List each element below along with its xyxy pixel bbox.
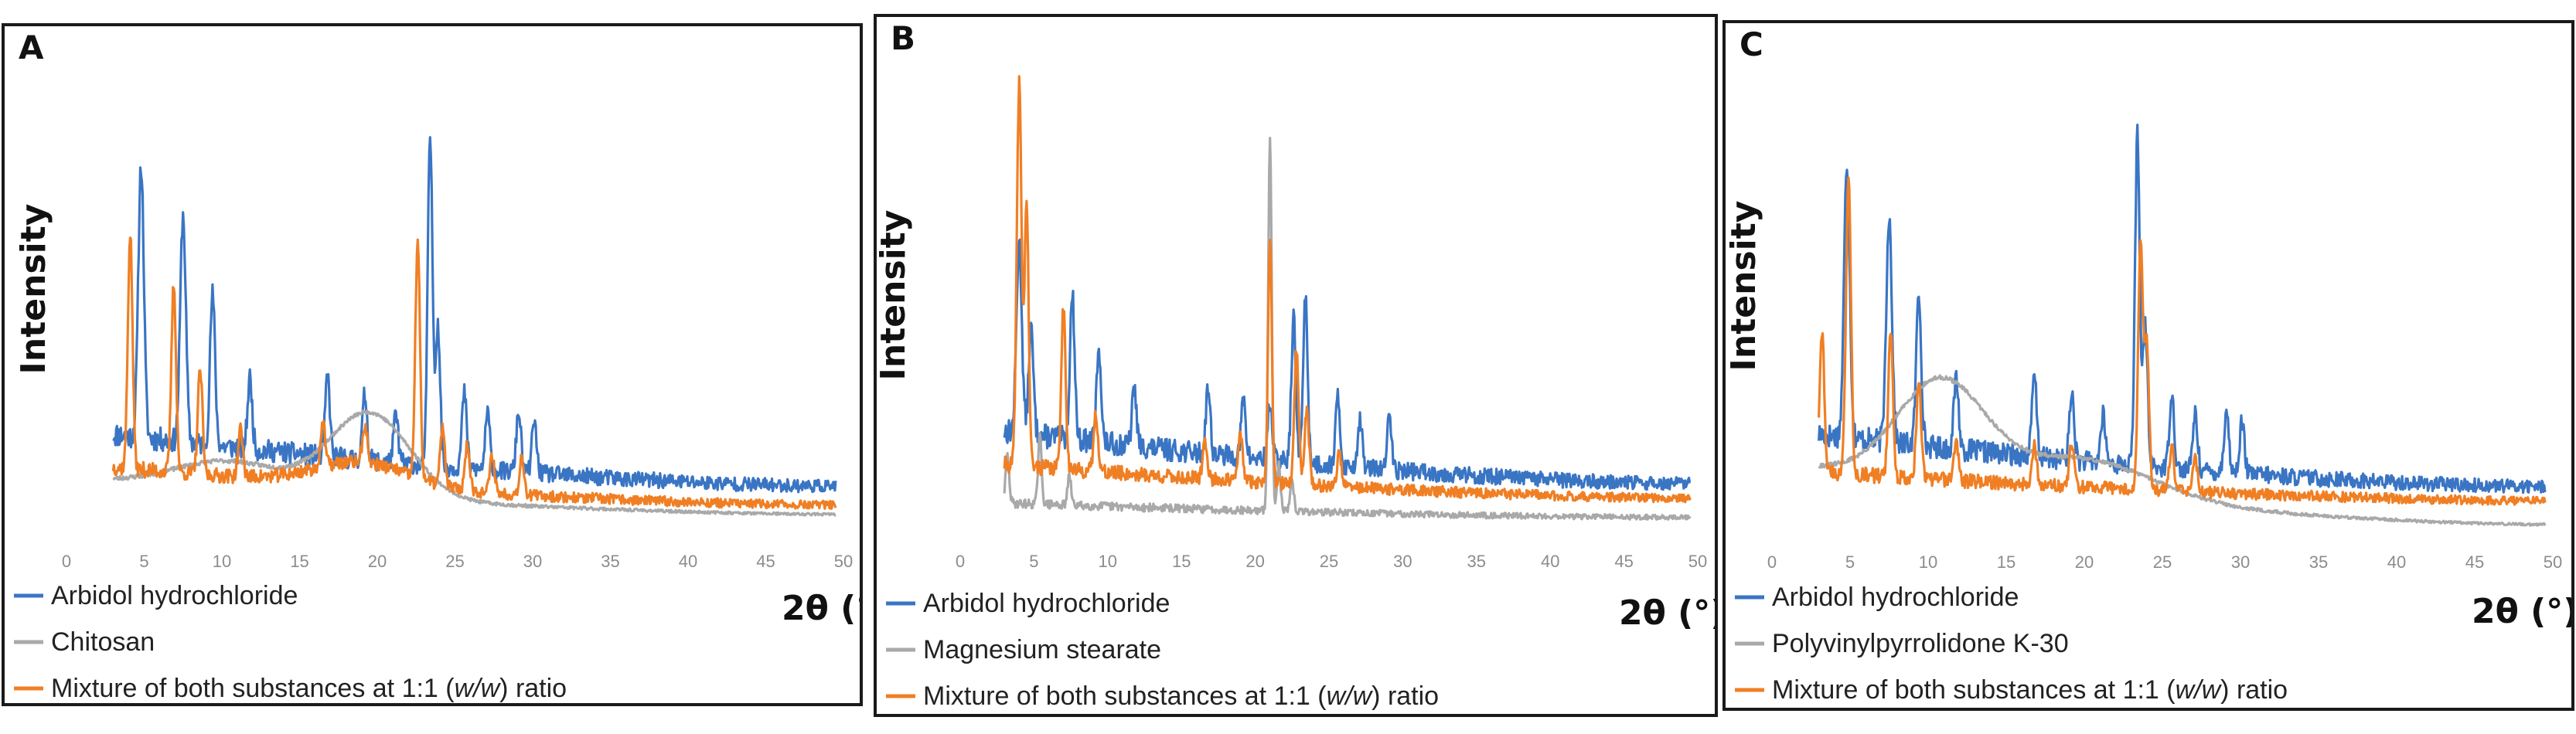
- series-line-1: [1818, 124, 2547, 494]
- x-tick-label: 35: [1467, 552, 1486, 571]
- panel-b: B Intensity 0 5 10 15 20 25 30 35 40 45 50 2θ (°) Arbi…: [874, 14, 1718, 717]
- chart-a: A Intensity 0 5 10 15 20 25 30 35 40 45 50 2θ (°) Arbi…: [14, 29, 860, 703]
- legend-label: Mixture of both substances at 1:1 (w/w) …: [1772, 675, 2288, 705]
- x-tick-label: 50: [834, 552, 853, 571]
- x-tick-label: 5: [139, 552, 148, 571]
- legend-label: Arbidol hydrochloride: [923, 589, 1170, 618]
- legend-label: Polyvinylpyrrolidone K-30: [1772, 629, 2069, 658]
- x-axis-label: 2θ (°): [782, 589, 860, 628]
- x-tick-label: 25: [445, 552, 464, 571]
- panel-letter: A: [19, 29, 44, 66]
- x-tick-label: 20: [368, 552, 387, 571]
- chart-b: B Intensity 0 5 10 15 20 25 30 35 40 45 50 2θ (°) Arbi…: [877, 19, 1715, 711]
- series-line-3: [111, 236, 837, 510]
- series-line-1: [112, 136, 837, 494]
- x-tick-label: 15: [1997, 552, 2015, 572]
- x-axis-label: 2θ (°): [2472, 592, 2571, 631]
- chart-c: C Intensity 0 5 10 15 20 25 30 35 40 45 50 2θ (°) Arbi…: [1726, 25, 2571, 705]
- x-tick-label: 40: [2387, 552, 2406, 572]
- x-tick-label: 10: [213, 552, 231, 571]
- legend-label: Arbidol hydrochloride: [51, 581, 298, 610]
- x-tick-label: 20: [2075, 552, 2094, 572]
- series-line-1: [1003, 238, 1692, 491]
- legend-label: Chitosan: [51, 627, 155, 657]
- x-tick-label: 15: [290, 552, 308, 571]
- x-axis-label: 2θ (°): [1619, 593, 1715, 633]
- series-line-2: [1003, 137, 1692, 521]
- x-tick-label: 40: [679, 552, 697, 571]
- x-tick-label: 0: [1767, 552, 1777, 572]
- x-tick-label: 15: [1172, 552, 1191, 571]
- x-tick-label: 5: [1029, 552, 1038, 571]
- series-line-2: [112, 409, 837, 517]
- x-tick-label: 40: [1541, 552, 1559, 571]
- legend-label: Mixture of both substances at 1:1 (w/w) …: [51, 674, 567, 703]
- legend-label: Arbidol hydrochloride: [1772, 583, 2019, 612]
- legend-label: Magnesium stearate: [923, 635, 1161, 664]
- panel-letter: C: [1739, 25, 1763, 63]
- x-tick-label: 0: [62, 552, 71, 571]
- x-tick-label: 20: [1245, 552, 1264, 571]
- x-tick-label: 45: [2465, 552, 2484, 572]
- panel-c: C Intensity 0 5 10 15 20 25 30 35 40 45 50 2θ (°) Arbi…: [1722, 20, 2574, 711]
- x-tick-label: 0: [956, 552, 965, 571]
- x-tick-label: 35: [2309, 552, 2328, 572]
- x-tick-label: 30: [2231, 552, 2250, 572]
- y-axis-label: Intensity: [14, 204, 53, 375]
- x-tick-label: 25: [1320, 552, 1338, 571]
- legend-label: Mixture of both substances at 1:1 (w/w) …: [923, 681, 1439, 711]
- panel-letter: B: [891, 19, 915, 57]
- x-tick-label: 50: [2544, 552, 2562, 572]
- y-axis-label: Intensity: [1726, 201, 1763, 372]
- panel-a: A Intensity 0 5 10 15 20 25 30 35 40 45 50 2θ (°) Arbi…: [2, 23, 863, 706]
- x-tick-label: 5: [1845, 552, 1855, 572]
- x-tick-label: 45: [756, 552, 775, 571]
- series-line-3: [1003, 75, 1692, 504]
- series-line-3: [1818, 176, 2547, 506]
- x-tick-label: 45: [1614, 552, 1633, 571]
- x-tick-label: 50: [1688, 552, 1707, 571]
- x-tick-label: 10: [1099, 552, 1117, 571]
- x-tick-label: 10: [1919, 552, 1937, 572]
- y-axis-label: Intensity: [877, 210, 913, 381]
- x-tick-label: 30: [523, 552, 542, 571]
- x-tick-label: 30: [1393, 552, 1412, 571]
- x-tick-label: 25: [2153, 552, 2172, 572]
- x-tick-label: 35: [601, 552, 619, 571]
